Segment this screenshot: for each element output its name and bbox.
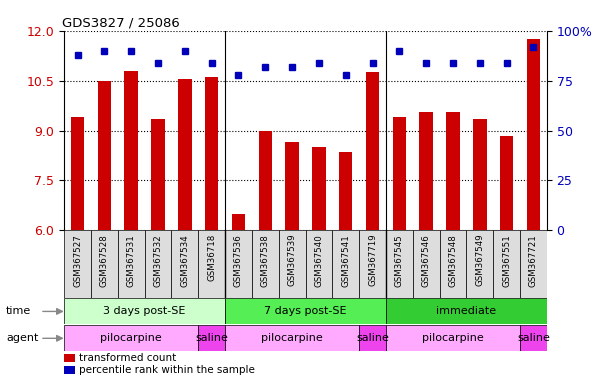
Bar <box>64 230 91 298</box>
Bar <box>178 79 191 230</box>
Text: GSM367545: GSM367545 <box>395 234 404 286</box>
Bar <box>152 119 165 230</box>
Bar <box>413 230 439 298</box>
Bar <box>145 230 172 298</box>
Bar <box>205 77 218 230</box>
Text: 3 days post-SE: 3 days post-SE <box>103 306 186 316</box>
Text: GSM367719: GSM367719 <box>368 234 377 286</box>
Bar <box>332 230 359 298</box>
Bar <box>64 298 225 324</box>
Bar <box>71 117 84 230</box>
Text: pilocarpine: pilocarpine <box>262 333 323 343</box>
Bar <box>386 298 547 324</box>
Text: saline: saline <box>356 333 389 343</box>
Bar <box>232 214 245 230</box>
Text: GSM367538: GSM367538 <box>261 234 270 286</box>
Text: GSM367531: GSM367531 <box>126 234 136 286</box>
Text: GSM367546: GSM367546 <box>422 234 431 286</box>
Bar <box>386 230 413 298</box>
Text: GSM367528: GSM367528 <box>100 234 109 286</box>
Text: pilocarpine: pilocarpine <box>100 333 162 343</box>
Bar <box>118 230 145 298</box>
Text: transformed count: transformed count <box>79 353 177 363</box>
Text: GSM367541: GSM367541 <box>341 234 350 286</box>
Text: GSM367536: GSM367536 <box>234 234 243 286</box>
Bar <box>285 142 299 230</box>
Bar <box>386 325 520 351</box>
Bar <box>439 230 466 298</box>
Bar <box>473 119 486 230</box>
Text: immediate: immediate <box>436 306 497 316</box>
Bar <box>446 112 459 230</box>
Bar <box>339 152 353 230</box>
Bar <box>279 230 306 298</box>
Bar <box>225 298 386 324</box>
Bar <box>527 39 540 230</box>
Bar <box>306 230 332 298</box>
Bar <box>172 230 198 298</box>
Bar <box>466 230 493 298</box>
Bar <box>125 71 138 230</box>
Text: GSM36718: GSM36718 <box>207 234 216 281</box>
Text: saline: saline <box>517 333 550 343</box>
Bar <box>366 72 379 230</box>
Text: saline: saline <box>195 333 228 343</box>
Bar <box>258 131 272 230</box>
Text: GSM367551: GSM367551 <box>502 234 511 286</box>
Bar <box>252 230 279 298</box>
Text: agent: agent <box>6 333 38 343</box>
Bar <box>393 117 406 230</box>
Text: GDS3827 / 25086: GDS3827 / 25086 <box>62 17 180 30</box>
Bar <box>359 325 386 351</box>
Bar <box>312 147 326 230</box>
Bar <box>493 230 520 298</box>
Text: time: time <box>6 306 31 316</box>
Text: GSM367534: GSM367534 <box>180 234 189 286</box>
Bar <box>91 230 118 298</box>
Bar <box>198 325 225 351</box>
Bar <box>98 81 111 230</box>
Text: GSM367539: GSM367539 <box>288 234 296 286</box>
Bar <box>198 230 225 298</box>
Text: GSM367527: GSM367527 <box>73 234 82 286</box>
Bar <box>420 112 433 230</box>
Text: percentile rank within the sample: percentile rank within the sample <box>79 365 255 375</box>
Bar <box>500 136 513 230</box>
Text: pilocarpine: pilocarpine <box>422 333 484 343</box>
Text: GSM367549: GSM367549 <box>475 234 485 286</box>
Bar <box>359 230 386 298</box>
Bar <box>225 325 359 351</box>
Text: GSM367540: GSM367540 <box>315 234 323 286</box>
Text: GSM367721: GSM367721 <box>529 234 538 286</box>
Bar <box>225 230 252 298</box>
Text: GSM367548: GSM367548 <box>448 234 458 286</box>
Bar <box>520 325 547 351</box>
Text: 7 days post-SE: 7 days post-SE <box>264 306 347 316</box>
Bar <box>520 230 547 298</box>
Text: GSM367532: GSM367532 <box>153 234 163 286</box>
Bar <box>64 325 198 351</box>
